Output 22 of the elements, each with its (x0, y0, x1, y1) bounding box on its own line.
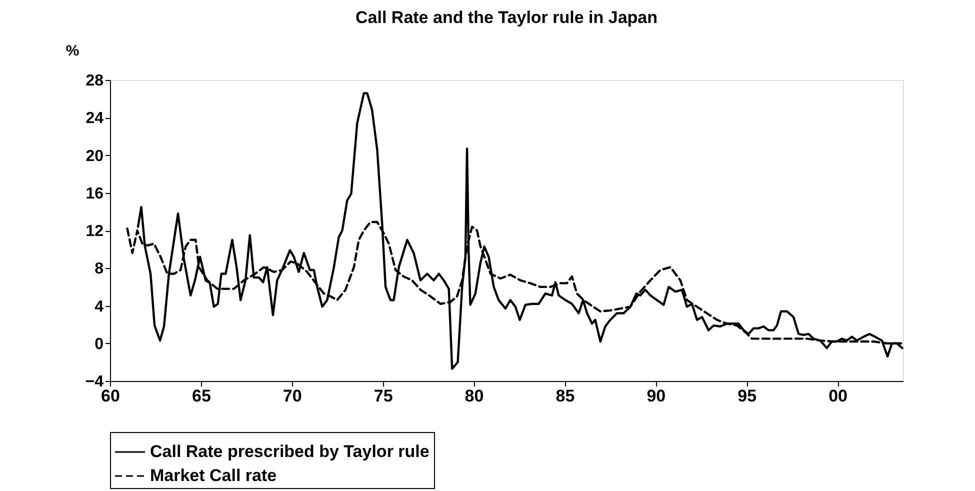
x-tick-label: 80 (464, 386, 484, 406)
y-tick-label: 0 (94, 336, 104, 353)
legend-label: Call Rate prescribed by Taylor rule (150, 442, 430, 461)
x-tick-label: 90 (646, 386, 666, 406)
y-tick-label: 24 (86, 110, 104, 128)
y-tick-label: −4 (85, 374, 104, 390)
y-tick-label: 4 (94, 298, 104, 316)
x-tick-label: 65 (192, 386, 211, 406)
y-tick-label: 8 (94, 260, 104, 278)
y-tick-label: 12 (86, 223, 104, 240)
y-tick-label: 16 (86, 185, 104, 202)
x-tick-label: 00 (828, 386, 848, 406)
y-tick-label: 20 (86, 148, 104, 165)
chart-title: Call Rate and the Taylor rule in Japan (356, 8, 658, 27)
x-tick-label: 75 (374, 386, 393, 406)
x-tick-label: 95 (738, 386, 757, 406)
legend-label: Market Call rate (150, 466, 277, 485)
x-tick-label: 60 (101, 386, 120, 406)
x-tick-label: 70 (282, 386, 302, 406)
x-tick-label: 85 (556, 386, 575, 406)
y-tick-label: 28 (86, 72, 104, 90)
y-axis-title: % (66, 42, 80, 60)
